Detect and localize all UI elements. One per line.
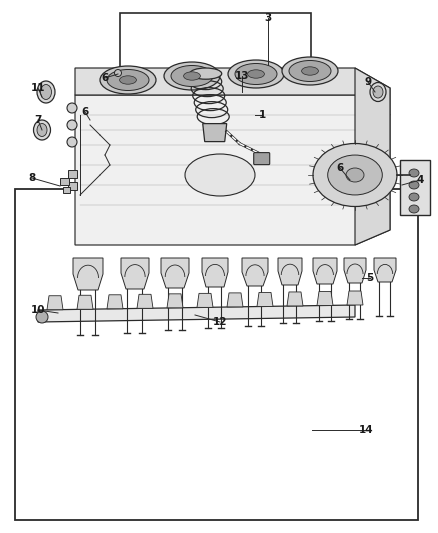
Ellipse shape xyxy=(120,76,136,84)
Ellipse shape xyxy=(37,124,47,136)
Ellipse shape xyxy=(289,61,331,82)
Ellipse shape xyxy=(228,60,284,88)
Polygon shape xyxy=(197,293,213,308)
Ellipse shape xyxy=(67,120,77,130)
Bar xyxy=(60,178,69,185)
Text: 6: 6 xyxy=(101,73,109,83)
Text: 8: 8 xyxy=(28,173,35,183)
Polygon shape xyxy=(227,293,243,307)
Ellipse shape xyxy=(164,62,220,90)
Text: 14: 14 xyxy=(359,425,373,435)
Polygon shape xyxy=(38,305,355,322)
Ellipse shape xyxy=(33,120,50,140)
Ellipse shape xyxy=(282,57,338,85)
Polygon shape xyxy=(121,258,149,289)
Ellipse shape xyxy=(67,103,77,113)
Bar xyxy=(15,189,418,520)
Polygon shape xyxy=(107,295,123,309)
Bar xyxy=(120,13,311,160)
Ellipse shape xyxy=(409,169,419,177)
Ellipse shape xyxy=(370,83,386,101)
Ellipse shape xyxy=(184,72,201,80)
Text: 11: 11 xyxy=(31,83,45,93)
Bar xyxy=(63,187,70,193)
Polygon shape xyxy=(374,258,396,282)
Text: 1: 1 xyxy=(258,110,265,120)
Text: 13: 13 xyxy=(235,71,249,81)
Polygon shape xyxy=(47,296,63,310)
Polygon shape xyxy=(287,292,303,306)
Ellipse shape xyxy=(313,143,397,206)
Ellipse shape xyxy=(409,205,419,213)
Text: 12: 12 xyxy=(213,317,227,327)
Ellipse shape xyxy=(247,70,265,78)
Ellipse shape xyxy=(114,69,121,77)
Polygon shape xyxy=(75,95,390,245)
Ellipse shape xyxy=(40,85,52,100)
Polygon shape xyxy=(75,68,390,115)
Polygon shape xyxy=(137,294,153,308)
Text: 9: 9 xyxy=(364,77,371,87)
Text: 7: 7 xyxy=(34,115,42,125)
Polygon shape xyxy=(313,258,337,284)
FancyBboxPatch shape xyxy=(254,152,270,165)
Ellipse shape xyxy=(409,193,419,201)
Polygon shape xyxy=(400,160,430,215)
Ellipse shape xyxy=(171,66,213,86)
Polygon shape xyxy=(355,68,390,245)
Ellipse shape xyxy=(107,69,149,91)
Polygon shape xyxy=(257,293,273,306)
Polygon shape xyxy=(73,258,103,290)
Text: 5: 5 xyxy=(366,273,374,283)
Ellipse shape xyxy=(100,66,156,94)
Polygon shape xyxy=(317,292,333,305)
Polygon shape xyxy=(278,258,302,285)
Bar xyxy=(68,182,77,190)
Ellipse shape xyxy=(373,86,383,98)
Polygon shape xyxy=(167,294,183,308)
Polygon shape xyxy=(344,258,366,283)
Circle shape xyxy=(36,311,48,323)
Ellipse shape xyxy=(328,155,382,195)
Ellipse shape xyxy=(302,67,318,75)
Ellipse shape xyxy=(67,137,77,147)
Ellipse shape xyxy=(185,154,255,196)
Polygon shape xyxy=(77,295,93,309)
Text: 6: 6 xyxy=(336,163,344,173)
Ellipse shape xyxy=(190,68,222,79)
Polygon shape xyxy=(242,258,268,286)
Polygon shape xyxy=(202,258,228,287)
Polygon shape xyxy=(203,124,227,142)
Polygon shape xyxy=(347,291,363,305)
Ellipse shape xyxy=(409,181,419,189)
Text: 3: 3 xyxy=(265,13,272,23)
Ellipse shape xyxy=(346,168,364,182)
Text: 4: 4 xyxy=(416,175,424,185)
Bar xyxy=(68,170,77,178)
Ellipse shape xyxy=(235,63,277,85)
Text: 6: 6 xyxy=(81,107,88,117)
Text: 10: 10 xyxy=(31,305,45,315)
Ellipse shape xyxy=(37,81,55,103)
Polygon shape xyxy=(161,258,189,288)
